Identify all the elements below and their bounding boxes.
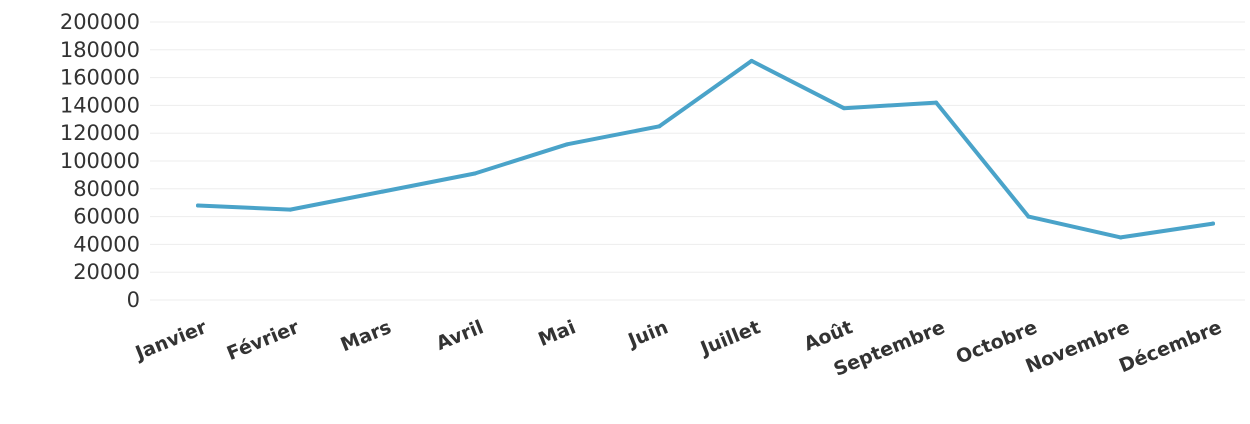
y-tick-label: 60000 [73,205,140,229]
data-point [657,124,662,129]
data-point [1118,235,1123,240]
y-tick-label: 180000 [60,38,140,62]
x-tick-label: Décembre [1116,316,1225,377]
y-tick-label: 160000 [60,66,140,90]
grid-layer [150,21,1245,301]
y-tick-label: 0 [127,288,140,312]
data-point [196,203,200,208]
x-tick-label: Juin [623,316,671,352]
data-point [934,100,939,105]
y-axis-ticks: 2000001800001600001400001200001000008000… [60,10,140,312]
data-point [380,189,385,194]
y-tick-label: 20000 [73,260,140,284]
x-tick-label: Février [224,316,303,365]
y-tick-label: 100000 [60,149,140,173]
y-tick-label: 200000 [60,10,140,34]
data-point [1211,221,1215,226]
y-tick-label: 40000 [73,232,140,256]
series-line [196,58,1215,240]
data-point [472,171,477,176]
y-tick-label: 140000 [60,93,140,117]
data-point [1026,214,1031,219]
data-point [841,106,846,111]
x-tick-label: Janvier [131,316,211,365]
x-axis-ticks: Janvier Février Mars Avril Mai Juin Juillet Aoû… [131,316,1225,381]
data-point [565,142,570,147]
y-tick-label: 120000 [60,121,140,145]
x-tick-label: Mai [535,316,579,351]
x-tick-label: Avril [433,316,486,355]
y-tick-label: 80000 [73,177,140,201]
x-tick-label: Août [801,316,856,355]
x-tick-label: Mars [338,316,395,356]
data-point [749,58,754,63]
x-tick-label: Novembre [1022,316,1132,378]
x-tick-label: Juillet [696,316,764,360]
series-layer [196,58,1215,240]
data-point [288,207,293,212]
